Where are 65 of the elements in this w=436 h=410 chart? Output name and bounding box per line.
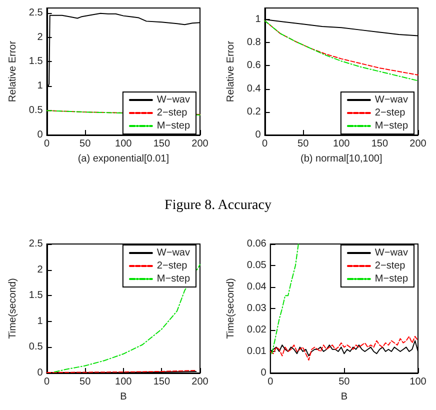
legend-label: W−wav — [156, 94, 190, 106]
x-tick-label: 50 — [80, 138, 92, 150]
x-axis-title: B — [340, 391, 348, 402]
y-axis-title: Relative Error — [226, 40, 236, 102]
legend-label: M−step — [374, 274, 408, 284]
y-tick-label: 1 — [37, 316, 44, 327]
x-tick-label: 100 — [115, 138, 132, 150]
x-tick-label: 200 — [192, 376, 209, 388]
line-series — [270, 336, 418, 361]
caption: Figure 8. Accuracy — [164, 198, 272, 214]
y-tick-label: 2.5 — [28, 238, 44, 250]
legend-label: M−step — [156, 274, 190, 284]
x-tick-label: 200 — [192, 138, 209, 150]
y-tick-label: 0.04 — [246, 282, 267, 292]
legend-label: 2−step — [156, 108, 188, 118]
y-tick-label: 2 — [37, 264, 44, 276]
y-tick-label: 0.06 — [246, 238, 267, 250]
y-tick-label: 1 — [255, 14, 262, 26]
y-axis-title: Relative Error — [8, 40, 18, 102]
y-tick-label: 1 — [37, 80, 44, 92]
legend-label: W−wav — [374, 94, 408, 106]
x-tick-label: 0 — [44, 138, 50, 150]
x-tick-label: 0 — [268, 376, 274, 388]
x-tick-label: 50 — [298, 138, 310, 150]
y-tick-label: 0 — [37, 368, 44, 378]
y-axis-title: Time(second) — [8, 278, 18, 339]
x-tick-label: 100 — [410, 376, 427, 388]
y-tick-label: 0.03 — [246, 303, 267, 314]
y-tick-label: 0.02 — [246, 324, 267, 336]
x-tick-label: 100 — [333, 138, 350, 150]
y-tick-label: 2.5 — [28, 7, 44, 18]
y-tick-label: 2 — [37, 32, 44, 43]
legend-label: 2−step — [156, 260, 188, 272]
y-tick-label: 1.5 — [28, 290, 44, 302]
x-axis-title: (a) exponential[0.01] — [78, 153, 170, 164]
legend-label: W−wav — [156, 248, 190, 258]
legend-label: M−step — [156, 120, 190, 132]
y-tick-label: 0.4 — [246, 83, 262, 94]
x-axis-title: (b) normal[10,100] — [300, 153, 382, 164]
line-series — [271, 244, 299, 354]
legend-label: W−wav — [374, 248, 408, 258]
x-tick-label: 50 — [80, 376, 92, 388]
y-tick-label: 0.6 — [246, 60, 262, 72]
y-axis-title: Time(second) — [226, 278, 236, 339]
y-tick-label: 0 — [260, 368, 267, 378]
y-tick-label: 0.05 — [246, 260, 267, 271]
x-tick-label: 150 — [153, 376, 170, 388]
y-tick-label: 0.5 — [28, 105, 44, 116]
legend-label: M−step — [374, 120, 408, 132]
y-tick-label: 0 — [37, 130, 44, 140]
legend-label: 2−step — [374, 260, 406, 272]
y-tick-label: 0.8 — [246, 37, 262, 48]
x-tick-label: 0 — [44, 376, 50, 388]
y-tick-label: 0.01 — [246, 346, 267, 357]
y-tick-label: 0.2 — [246, 106, 262, 118]
y-tick-label: 0 — [255, 130, 262, 140]
x-tick-label: 150 — [153, 138, 170, 150]
x-tick-label: 150 — [371, 138, 388, 150]
x-tick-label: 50 — [338, 376, 350, 388]
x-tick-label: 100 — [115, 376, 132, 388]
x-tick-label: 200 — [410, 138, 427, 150]
y-tick-label: 0.5 — [28, 342, 44, 353]
legend-label: 2−step — [374, 108, 406, 118]
x-axis-title: B — [120, 391, 128, 402]
y-tick-label: 1.5 — [28, 56, 44, 68]
